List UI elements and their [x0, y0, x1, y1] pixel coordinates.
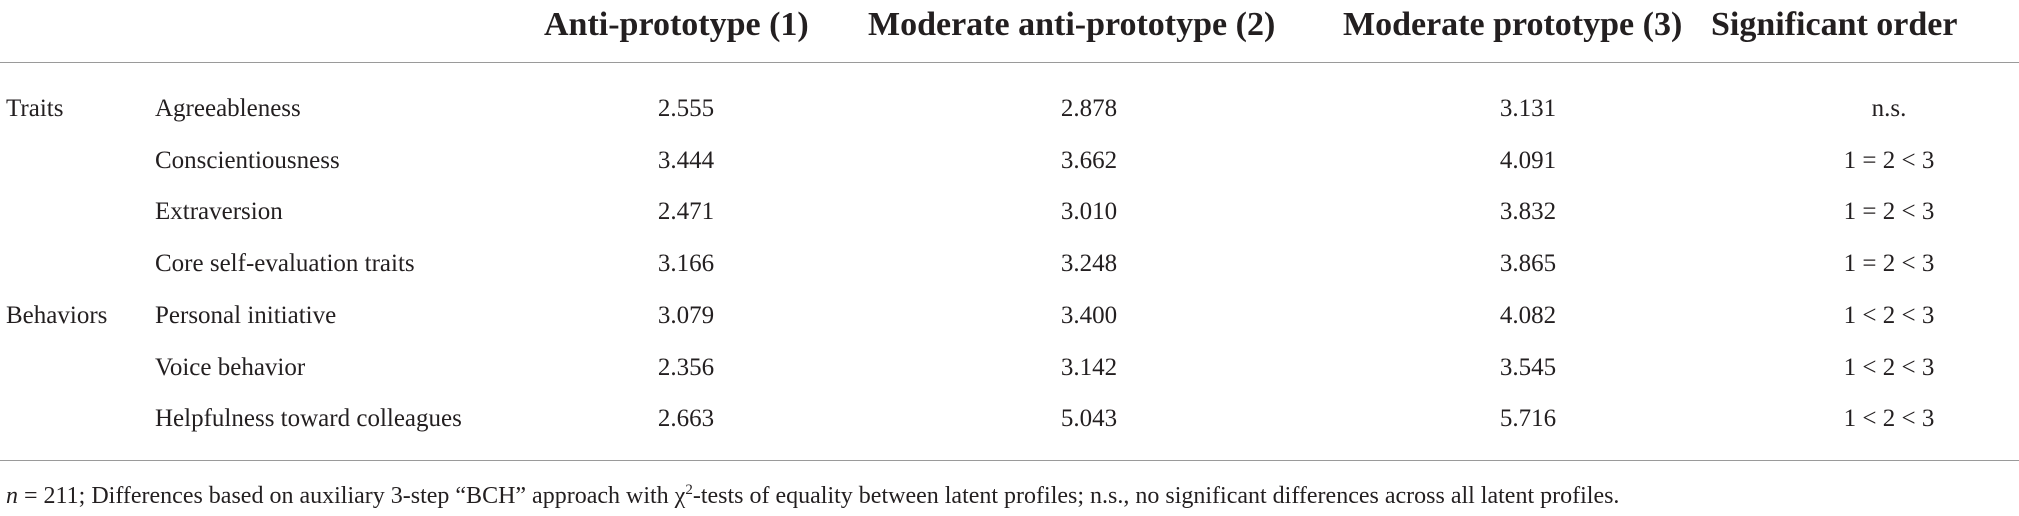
cell-value: 2.356	[657, 353, 715, 381]
row-label: Agreeableness	[155, 95, 301, 122]
cell-value: 3.142	[1060, 353, 1118, 381]
row-label: Conscientiousness	[155, 146, 340, 174]
cell-value: 3.248	[1060, 250, 1118, 278]
cell-value: 3.010	[1060, 198, 1118, 226]
bottom-rule	[0, 460, 2019, 461]
cell-value: 3.166	[657, 250, 715, 278]
row-label: Personal initiative	[155, 301, 337, 329]
cell-value: 4.091	[1499, 146, 1557, 174]
cell-value: 1 < 2 < 3	[1843, 405, 1935, 433]
cell-value: 1 < 2 < 3	[1843, 353, 1935, 381]
cell-value: 3.545	[1499, 353, 1557, 381]
row-group: Behaviors	[6, 301, 108, 329]
cell-value: n.s.	[1871, 95, 1907, 122]
row-group: Traits	[6, 95, 64, 122]
cell-value: 3.400	[1060, 301, 1118, 329]
cell-value: 2.663	[657, 405, 715, 433]
footnote-sup: 2	[685, 482, 693, 498]
cell-value: 3.444	[657, 146, 715, 174]
cell-value: 3.865	[1499, 250, 1557, 278]
row-label: Extraversion	[155, 198, 283, 226]
column-header: Moderate prototype (3)	[1343, 6, 1683, 43]
column-header: Moderate anti-prototype (2)	[868, 6, 1276, 43]
cell-value: 3.079	[657, 301, 715, 329]
header-rule	[0, 62, 2019, 63]
cell-value: 1 = 2 < 3	[1843, 198, 1935, 226]
footnote: n = 211; Differences based on auxiliary …	[6, 483, 1619, 510]
column-header: Significant order	[1711, 6, 1958, 43]
cell-value: 2.471	[657, 198, 715, 226]
cell-value: 3.662	[1060, 146, 1118, 174]
row-label: Helpfulness toward colleagues	[155, 405, 462, 433]
footnote-n: n	[6, 483, 18, 509]
row-label: Core self-evaluation traits	[155, 250, 415, 278]
cell-value: 5.716	[1499, 405, 1557, 433]
footnote-text: -tests of equality between latent profil…	[692, 483, 1620, 509]
cell-value: 1 = 2 < 3	[1843, 250, 1935, 278]
cell-value: 3.131	[1499, 95, 1557, 122]
cell-value: 2.878	[1060, 95, 1118, 122]
cell-value: 4.082	[1499, 301, 1557, 329]
cell-value: 3.832	[1499, 198, 1557, 226]
row-label: Voice behavior	[155, 353, 306, 381]
column-header: Anti-prototype (1)	[544, 6, 809, 43]
cell-value: 5.043	[1060, 405, 1118, 433]
footnote-text: = 211; Differences based on auxiliary 3-…	[18, 483, 686, 509]
cell-value: 2.555	[657, 95, 715, 122]
cell-value: 1 = 2 < 3	[1843, 146, 1935, 174]
cell-value: 1 < 2 < 3	[1843, 301, 1935, 329]
